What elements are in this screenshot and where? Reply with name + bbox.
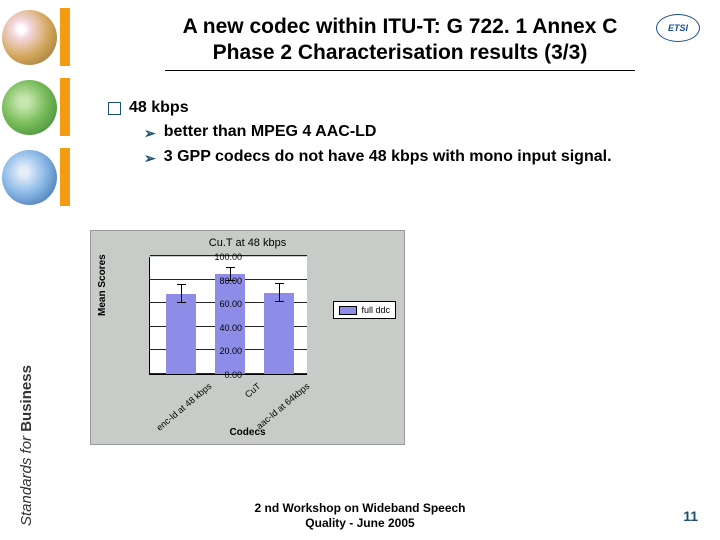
legend-swatch [339,306,357,315]
globe-icon [2,10,57,65]
chart-bar [166,294,196,374]
bullet-main-text: 48 kbps [129,99,189,117]
bullet-sub: ➢ 3 GPP codecs do not have 48 kbps with m… [144,148,710,167]
globe-icon [2,80,57,135]
bullet-sub: ➢ better than MPEG 4 AAC-LD [144,123,710,142]
thumb-band [60,78,70,136]
page-number: 11 [683,508,698,524]
standards-for-business: Standards for Business [14,268,38,528]
title-line-2: Phase 2 Characterisation results (3/3) [90,40,710,66]
bar-chart: Cu.T at 48 kbps Mean Scores full ddc Cod… [90,230,405,445]
sidebar-thumb [2,150,57,205]
arrow-icon: ➢ [144,125,156,142]
thumb-band [60,148,70,206]
error-bar [279,283,280,302]
thumb-band [60,8,70,66]
main-content: A new codec within ITU-T: G 722. 1 Annex… [90,8,710,167]
chart-ytick: 20.00 [219,346,242,356]
chart-ytick: 80.00 [219,276,242,286]
sfb-bold: Business [18,365,35,432]
bullet-list: 48 kbps ➢ better than MPEG 4 AAC-LD ➢ 3 GPP… [108,99,710,167]
sidebar-thumb [2,80,57,135]
chart-ytick: 100.00 [214,252,242,262]
bullet-sub-text: 3 GPP codecs do not have 48 kbps with mo… [164,148,612,166]
error-cap [275,301,284,302]
left-sidebar: Standards for Business [0,0,70,540]
chart-ytick: 40.00 [219,323,242,333]
error-cap [275,283,284,284]
bullet-main: 48 kbps [108,99,710,117]
page-title: A new codec within ITU-T: G 722. 1 Annex… [90,14,710,67]
square-bullet-icon [108,102,121,115]
title-line-1: A new codec within ITU-T: G 722. 1 Annex… [90,14,710,40]
error-cap [226,267,235,268]
chart-ylabel: Mean Scores [97,254,108,316]
footer-line-2: Quality - June 2005 [0,516,720,530]
sidebar-thumb [2,10,57,65]
globe-icon [2,150,57,205]
chart-bar [264,293,294,374]
error-cap [177,302,186,303]
legend-label: full ddc [361,305,390,315]
arrow-icon: ➢ [144,150,156,167]
title-underline [165,70,635,71]
bullet-sub-text: better than MPEG 4 AAC-LD [164,123,377,141]
chart-ytick: 0.00 [224,370,242,380]
chart-title: Cu.T at 48 kbps [91,237,404,249]
footer-line-1: 2 nd Workshop on Wideband Speech [0,501,720,515]
chart-legend: full ddc [333,301,396,319]
chart-ytick: 60.00 [219,299,242,309]
footer-center: 2 nd Workshop on Wideband Speech Quality… [0,501,720,530]
error-cap [177,284,186,285]
error-bar [181,284,182,303]
